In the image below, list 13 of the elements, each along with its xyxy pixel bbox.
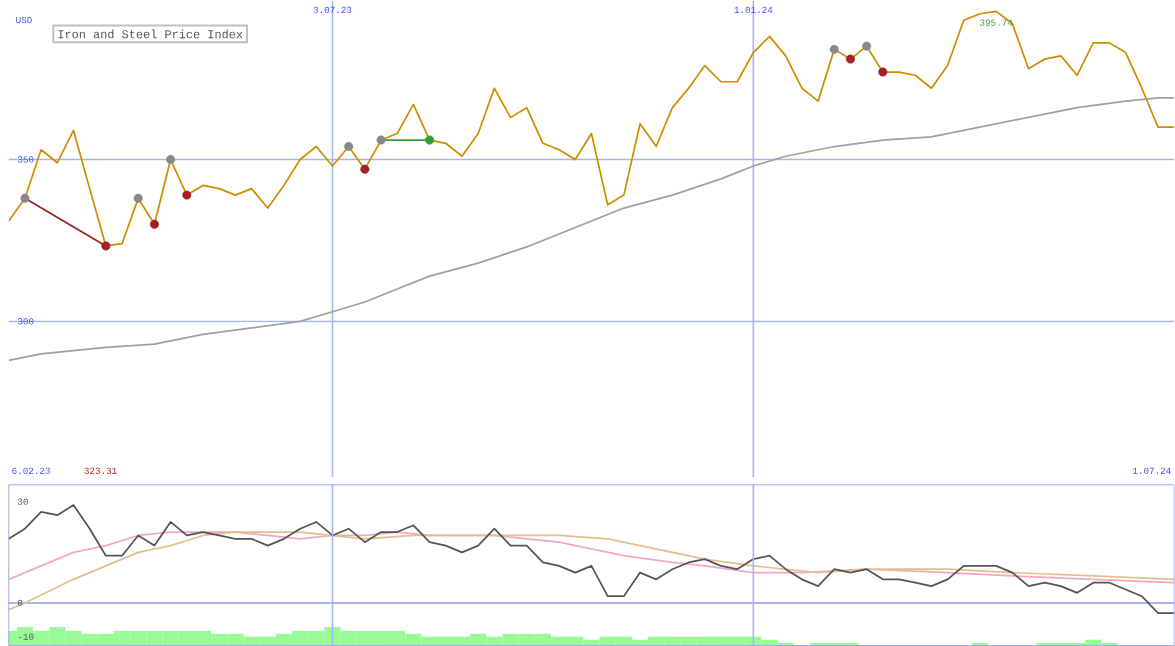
text: Iron and Steel Price Index — [58, 29, 243, 39]
y-tick-label: 350 — [17, 156, 34, 163]
y-tick-label: -10 — [18, 633, 34, 640]
x-tick-label: 3.07.23 — [313, 6, 352, 13]
y-tick-label: 300 — [17, 318, 34, 325]
annotation: 395.74 — [980, 19, 1013, 26]
annotation: 1.07.24 — [1133, 467, 1171, 474]
y-tick-label: 0 — [17, 599, 23, 606]
y-tick-label: 30 — [17, 498, 28, 505]
annotation: 6.02.23 — [12, 467, 50, 474]
y-axis-title: USD — [16, 16, 32, 24]
annotation: 323.31 — [84, 467, 117, 474]
x-tick-label: 1.01.24 — [734, 6, 773, 13]
